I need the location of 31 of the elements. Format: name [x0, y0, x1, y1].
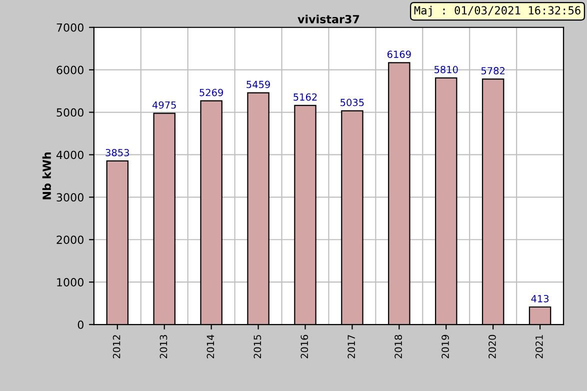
y-tick-label: 2000 [56, 236, 84, 244]
data-label: 4975 [152, 101, 176, 109]
x-tick-label: 2012 [112, 335, 120, 358]
x-tick-label: 2018 [394, 334, 402, 358]
chart-title: vivistar37 [298, 14, 360, 24]
y-tick-label: 3000 [56, 193, 84, 202]
y-tick-label: 5000 [56, 108, 84, 117]
x-tick-label: 2019 [442, 334, 449, 358]
x-tick-label: 2017 [348, 335, 356, 358]
data-label: 5782 [481, 67, 504, 74]
y-tick-label: 6000 [56, 66, 84, 74]
y-tick-label: 1000 [57, 278, 84, 286]
x-tick-label: 2013 [160, 335, 168, 358]
x-tick-label: 2015 [254, 335, 262, 358]
x-tick-label: 2016 [300, 334, 308, 358]
x-tick-label: 2021 [536, 335, 543, 358]
data-label: 5459 [246, 80, 270, 88]
data-label: 5810 [434, 66, 458, 74]
y-tick-label: 4000 [56, 150, 84, 160]
data-label: 6169 [387, 50, 411, 58]
x-tick-label: 2020 [488, 334, 496, 358]
x-tick-label: 2014 [206, 334, 214, 358]
data-label: 3853 [106, 148, 129, 156]
y-tick-label: 7000 [56, 23, 84, 32]
y-tick-label: 0 [78, 320, 84, 329]
data-label: 413 [531, 294, 549, 302]
y-axis-title: Nb kWh [42, 152, 51, 200]
data-label: 5269 [200, 88, 224, 96]
text: Maj : 01/03/2021 16:32:56 [414, 6, 580, 17]
data-label: 5162 [294, 93, 317, 101]
data-label: 5035 [340, 98, 364, 106]
